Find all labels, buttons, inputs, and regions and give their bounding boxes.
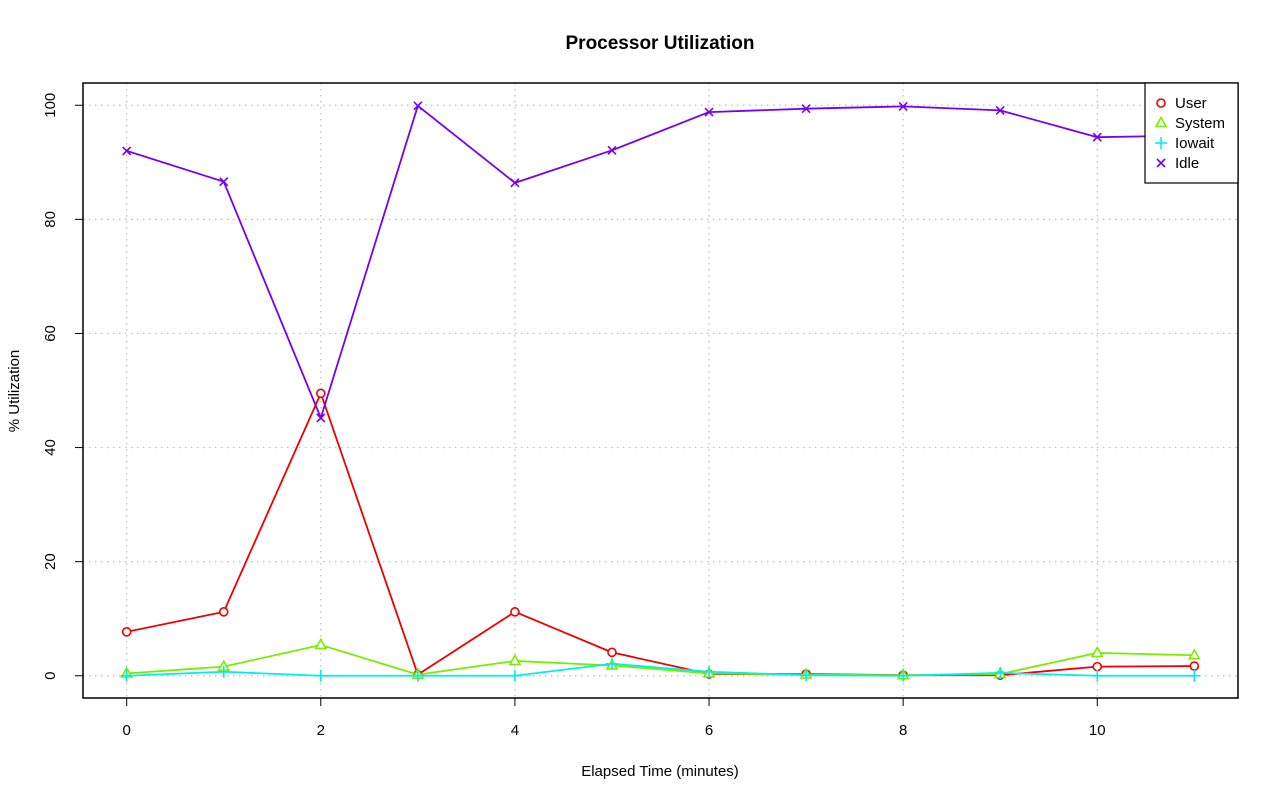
data-point-idle bbox=[607, 145, 617, 155]
data-point-idle bbox=[704, 107, 714, 117]
y-tick-label: 0 bbox=[42, 672, 59, 680]
data-point-user bbox=[510, 607, 520, 617]
data-point-iowait bbox=[1091, 669, 1104, 682]
x-tick-label: 0 bbox=[123, 722, 131, 739]
data-point-idle bbox=[898, 101, 908, 111]
data-point-idle bbox=[510, 178, 520, 188]
data-point-idle bbox=[316, 413, 326, 423]
data-point-idle bbox=[995, 105, 1005, 115]
data-point-iowait bbox=[217, 665, 230, 678]
data-point-system bbox=[1187, 648, 1201, 660]
y-axis-label: % Utilization bbox=[6, 350, 23, 433]
data-point-iowait bbox=[508, 669, 521, 682]
plot-frame bbox=[82, 82, 1239, 699]
data-point-user bbox=[1189, 661, 1200, 671]
x-tick-label: 2 bbox=[317, 722, 325, 739]
y-tick-label: 60 bbox=[42, 325, 59, 342]
data-point-user bbox=[121, 627, 132, 637]
data-point-user bbox=[218, 607, 229, 617]
data-point-iowait bbox=[800, 669, 813, 682]
series-line-iowait bbox=[126, 662, 1195, 677]
series-layer bbox=[120, 101, 1201, 682]
x-axis-label: Elapsed Time (minutes) bbox=[581, 763, 739, 780]
series-line-user bbox=[126, 392, 1195, 677]
data-point-idle bbox=[413, 101, 423, 111]
legend-label-system: System bbox=[1175, 115, 1225, 132]
series-line-idle bbox=[126, 104, 1195, 419]
chart-title: Processor Utilization bbox=[566, 33, 755, 54]
series-points-user bbox=[121, 388, 1200, 680]
x-tick-label: 4 bbox=[511, 722, 519, 739]
grid bbox=[83, 83, 1238, 698]
legend: User System Iowait Idle bbox=[1144, 82, 1239, 184]
legend-marker-system bbox=[1154, 115, 1168, 128]
data-point-iowait bbox=[314, 669, 327, 682]
data-point-iowait bbox=[605, 657, 618, 670]
data-point-idle bbox=[219, 177, 229, 187]
data-point-iowait bbox=[703, 665, 716, 678]
legend-marker-iowait bbox=[1155, 137, 1167, 149]
data-point-iowait bbox=[411, 669, 424, 682]
x-tick-label: 6 bbox=[705, 722, 713, 739]
legend-marker-user bbox=[1156, 98, 1166, 108]
series-points-iowait bbox=[120, 657, 1201, 682]
data-point-iowait bbox=[1188, 669, 1201, 682]
data-point-idle bbox=[122, 146, 132, 156]
y-axis: 0 20 40 60 80 100 bbox=[42, 93, 83, 680]
data-point-user bbox=[607, 647, 617, 658]
data-point-user bbox=[315, 388, 326, 399]
legend-label-idle: Idle bbox=[1175, 155, 1199, 172]
data-point-system bbox=[508, 653, 522, 666]
series-line-system bbox=[126, 644, 1195, 677]
data-point-iowait bbox=[120, 669, 133, 682]
data-point-iowait bbox=[994, 666, 1007, 679]
series-points-system bbox=[120, 637, 1201, 680]
legend-label-iowait: Iowait bbox=[1175, 135, 1215, 152]
series-points-idle bbox=[122, 101, 1199, 423]
data-point-idle bbox=[1092, 132, 1102, 142]
y-tick-label: 80 bbox=[42, 211, 59, 228]
data-point-system bbox=[1090, 645, 1104, 658]
x-tick-label: 8 bbox=[899, 722, 907, 739]
data-point-iowait bbox=[897, 669, 910, 682]
y-tick-label: 20 bbox=[42, 553, 59, 570]
x-tick-label: 10 bbox=[1089, 722, 1106, 739]
data-point-idle bbox=[801, 104, 811, 114]
y-tick-label: 40 bbox=[42, 439, 59, 456]
legend-marker-idle bbox=[1156, 158, 1166, 168]
data-point-user bbox=[1092, 661, 1103, 672]
x-axis: 0 2 4 6 8 10 bbox=[123, 698, 1106, 739]
data-point-system bbox=[314, 637, 328, 650]
y-tick-label: 100 bbox=[42, 93, 59, 118]
legend-label-user: User bbox=[1175, 95, 1207, 112]
